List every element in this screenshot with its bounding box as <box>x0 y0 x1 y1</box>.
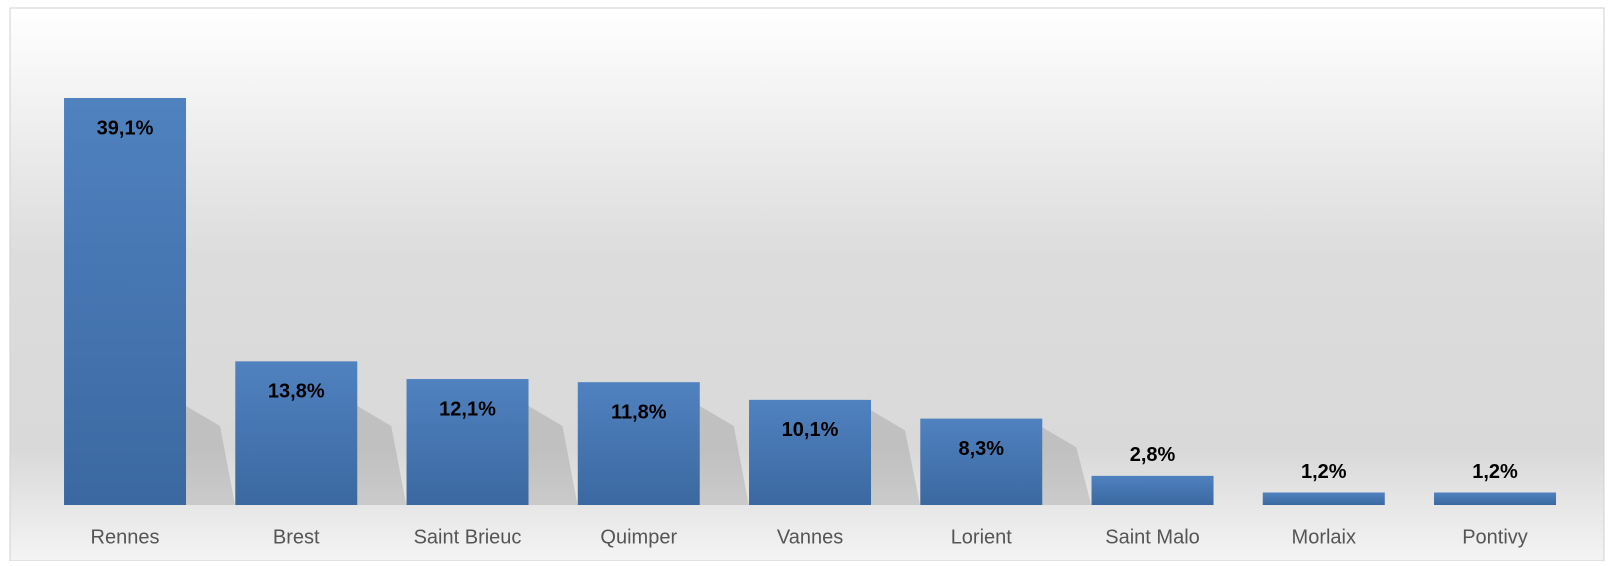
bar <box>577 382 700 505</box>
x-tick-label: Quimper <box>600 526 677 548</box>
x-tick-label: Lorient <box>951 526 1013 548</box>
x-tick-label: Vannes <box>777 526 843 548</box>
x-tick-label: Saint Malo <box>1105 526 1200 548</box>
data-label: 13,8% <box>268 381 325 403</box>
bar <box>749 399 872 505</box>
bar-shadow <box>357 406 407 505</box>
data-label: 2,8% <box>1130 444 1176 466</box>
data-label: 12,1% <box>439 398 496 420</box>
x-tick-label: Saint Brieuc <box>414 526 522 548</box>
data-label: 10,1% <box>782 419 839 441</box>
bar <box>920 418 1043 505</box>
x-tick-label: Brest <box>273 526 320 548</box>
bar <box>64 98 187 505</box>
x-tick-label: Morlaix <box>1292 526 1356 548</box>
data-label: 1,2% <box>1472 461 1518 483</box>
bar <box>235 361 358 505</box>
x-tick-label: Rennes <box>91 526 160 548</box>
bar-shadow <box>186 406 236 505</box>
bar-shadow <box>528 406 578 505</box>
data-label: 8,3% <box>958 438 1004 460</box>
data-label: 1,2% <box>1301 461 1347 483</box>
x-tick-label: Pontivy <box>1462 526 1528 548</box>
bar <box>1262 492 1385 505</box>
bar-shadow <box>699 406 749 505</box>
data-label: 39,1% <box>97 117 154 139</box>
bar <box>1434 492 1557 505</box>
bar-shadow <box>871 410 921 505</box>
bar-shadow <box>1042 427 1092 505</box>
bar <box>1091 475 1214 505</box>
data-label: 11,8% <box>611 401 667 423</box>
bar <box>406 379 529 505</box>
